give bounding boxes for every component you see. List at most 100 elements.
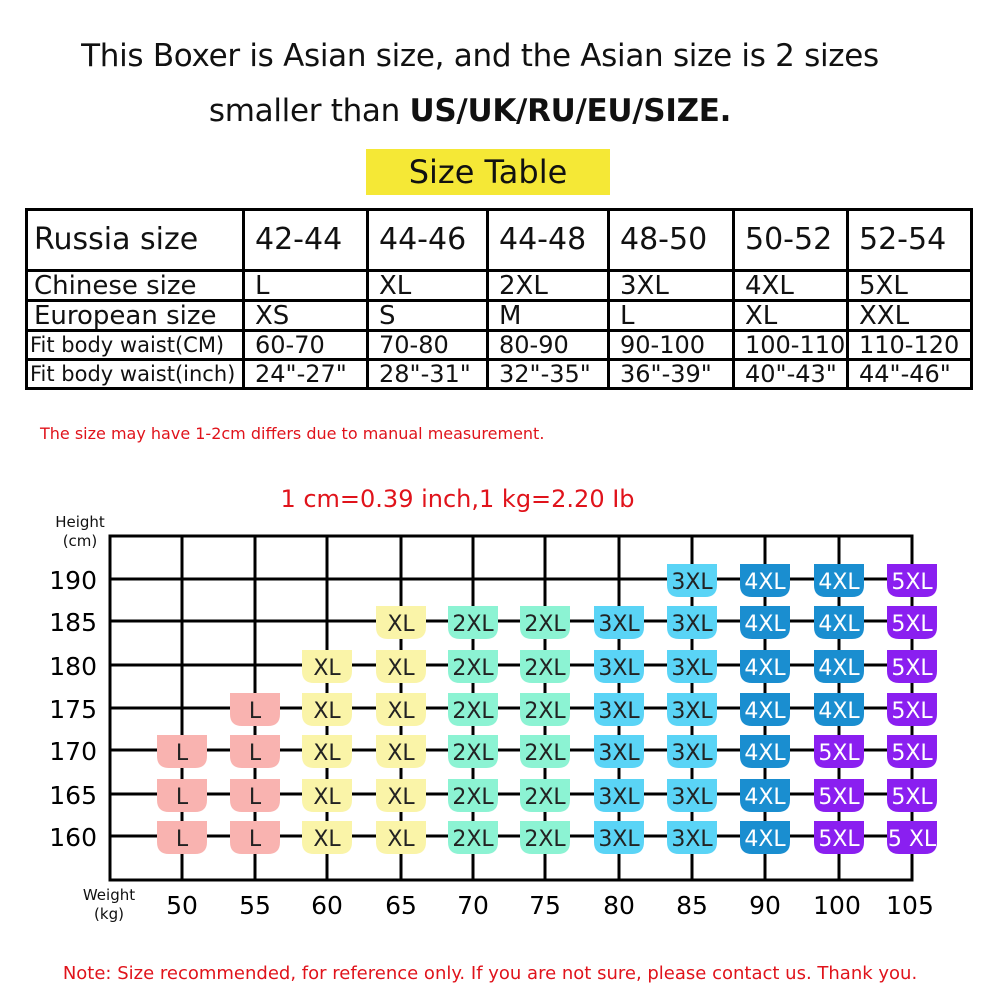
height-tick: 190 <box>49 566 97 595</box>
size-badge-label: XL <box>313 827 341 852</box>
row-label: Fit body waist(inch) <box>25 358 245 390</box>
size-badge <box>594 779 644 812</box>
table-row: Fit body waist(CM) 60-70 70-80 80-90 90-100 1… <box>25 329 973 361</box>
size-badge-label: 4XL <box>818 656 860 681</box>
size-badge-label: 5XL <box>818 827 860 852</box>
size-badge-label: 5XL <box>891 612 933 637</box>
table-cell: 48-50 <box>607 208 735 272</box>
size-badge <box>887 693 937 726</box>
size-badge-label: 2XL <box>452 741 494 766</box>
size-badge <box>740 606 790 639</box>
size-badge <box>887 606 937 639</box>
size-badge-label: 5 XL <box>888 827 937 852</box>
headline-line-1: This Boxer is Asian size, and the Asian … <box>81 38 879 74</box>
size-badge <box>376 821 426 854</box>
size-badge <box>448 735 498 768</box>
table-cell: 28"-31" <box>366 358 489 390</box>
size-badge-label: 2XL <box>452 699 494 724</box>
size-badge <box>667 650 717 683</box>
size-badge-label: 4XL <box>818 699 860 724</box>
weight-tick: 90 <box>749 891 781 920</box>
row-label: Fit body waist(CM) <box>25 329 245 361</box>
size-badge <box>667 693 717 726</box>
size-badge <box>667 564 717 597</box>
size-badge-label: 2XL <box>452 656 494 681</box>
table-cell: 24"-27" <box>242 358 369 390</box>
size-badge <box>740 564 790 597</box>
size-badge-label: 3XL <box>598 612 640 637</box>
table-cell: 50-52 <box>732 208 849 272</box>
table-cell: 5XL <box>846 269 973 302</box>
table-row: Russia size 42-44 44-46 44-48 48-50 50-52 52-5… <box>25 208 973 272</box>
table-cell: 2XL <box>486 269 610 302</box>
height-axis-label: Height (cm) <box>50 513 110 551</box>
size-badge-label: 5XL <box>818 741 860 766</box>
size-badge-label: 5XL <box>891 699 933 724</box>
table-cell: L <box>242 269 369 302</box>
size-badge-label: 3XL <box>598 741 640 766</box>
height-tick: 170 <box>49 737 97 766</box>
size-badge <box>667 779 717 812</box>
size-badge <box>520 606 570 639</box>
size-badge <box>448 650 498 683</box>
size-badge-label: 4XL <box>744 570 786 595</box>
size-badge-label: 2XL <box>524 827 566 852</box>
weight-axis-label: Weight (kg) <box>78 886 140 924</box>
size-badge <box>814 606 864 639</box>
weight-tick: 55 <box>239 891 271 920</box>
size-badge-label: XL <box>387 741 415 766</box>
size-badge <box>230 693 280 726</box>
table-cell: 44-48 <box>486 208 610 272</box>
size-badge <box>448 779 498 812</box>
size-badge <box>594 735 644 768</box>
table-cell: 52-54 <box>846 208 973 272</box>
height-label: Height <box>55 513 105 531</box>
size-badge-label: 4XL <box>744 827 786 852</box>
table-cell: 44"-46" <box>846 358 973 390</box>
size-badge <box>814 650 864 683</box>
recommendation-note: Note: Size recommended, for reference on… <box>62 963 918 984</box>
table-cell: L <box>607 299 735 332</box>
size-badge <box>520 779 570 812</box>
size-badge-label: 4XL <box>744 741 786 766</box>
size-badge <box>814 564 864 597</box>
size-badge-label: XL <box>313 785 341 810</box>
weight-tick: 50 <box>166 891 198 920</box>
size-badge-label: 3XL <box>671 827 713 852</box>
size-badge <box>448 606 498 639</box>
table-cell: 4XL <box>732 269 849 302</box>
table-cell: XS <box>242 299 369 332</box>
size-badge-label: 2XL <box>452 612 494 637</box>
height-unit: (cm) <box>62 532 98 550</box>
size-badge <box>594 650 644 683</box>
height-tick: 185 <box>49 608 97 637</box>
size-badge <box>667 606 717 639</box>
size-badge <box>157 779 207 812</box>
size-badge <box>667 821 717 854</box>
weight-unit: (kg) <box>94 905 124 923</box>
size-badge-label: 5XL <box>891 741 933 766</box>
size-badge-label: L <box>176 827 189 852</box>
table-cell: XXL <box>846 299 973 332</box>
weight-tick: 65 <box>385 891 417 920</box>
size-badge <box>230 735 280 768</box>
size-badge-label: 2XL <box>524 741 566 766</box>
size-badge <box>448 821 498 854</box>
table-cell: 90-100 <box>607 329 735 361</box>
table-cell: 42-44 <box>242 208 369 272</box>
headline-bold: US/UK/RU/EU/SIZE. <box>409 93 732 129</box>
measurement-note: The size may have 1-2cm differs due to m… <box>40 424 545 443</box>
size-badge-label: 5XL <box>891 570 933 595</box>
size-badge-label: 4XL <box>818 570 860 595</box>
table-cell: 44-46 <box>366 208 489 272</box>
size-badge-label: L <box>176 785 189 810</box>
size-badge <box>740 779 790 812</box>
size-badge <box>814 735 864 768</box>
unit-conversion: 1 cm=0.39 inch,1 kg=2.20 Ib <box>280 485 635 513</box>
weight-tick: 80 <box>603 891 635 920</box>
size-badge <box>594 606 644 639</box>
size-badge-label: 2XL <box>524 656 566 681</box>
size-badge <box>448 693 498 726</box>
table-cell: 40"-43" <box>732 358 849 390</box>
